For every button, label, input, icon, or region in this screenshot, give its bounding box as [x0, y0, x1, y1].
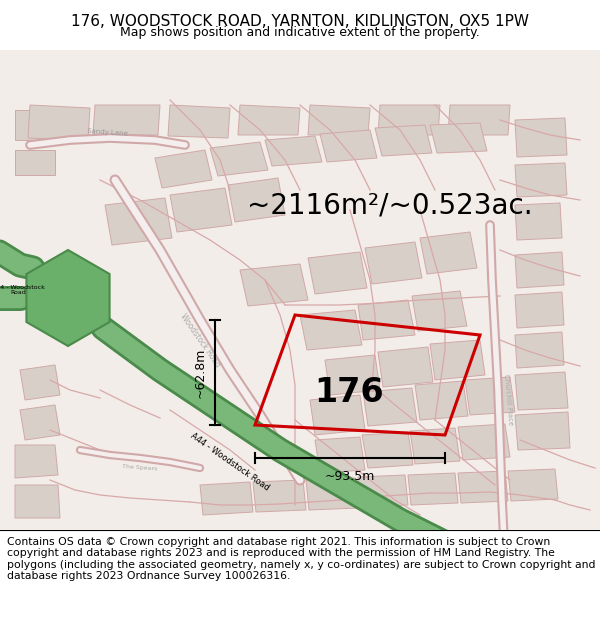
Polygon shape	[308, 105, 370, 135]
Text: A44 - Woodstock Road: A44 - Woodstock Road	[189, 431, 271, 492]
Polygon shape	[408, 473, 458, 505]
Polygon shape	[210, 142, 268, 176]
Polygon shape	[362, 432, 413, 468]
Polygon shape	[515, 292, 564, 328]
Text: Contains OS data © Crown copyright and database right 2021. This information is : Contains OS data © Crown copyright and d…	[7, 537, 596, 581]
Polygon shape	[375, 125, 432, 156]
Polygon shape	[508, 469, 558, 501]
Polygon shape	[515, 332, 564, 368]
Polygon shape	[308, 252, 367, 294]
Polygon shape	[458, 424, 510, 460]
Polygon shape	[412, 291, 467, 331]
Polygon shape	[93, 105, 160, 135]
Polygon shape	[415, 381, 468, 420]
Text: Woodstock Road: Woodstock Road	[178, 312, 222, 368]
Polygon shape	[168, 105, 230, 138]
Polygon shape	[378, 347, 433, 387]
Polygon shape	[430, 340, 485, 380]
Polygon shape	[228, 178, 285, 222]
Polygon shape	[515, 118, 567, 157]
Polygon shape	[448, 105, 510, 135]
Text: ~2116m²/~0.523ac.: ~2116m²/~0.523ac.	[247, 191, 533, 219]
Polygon shape	[515, 163, 567, 197]
Polygon shape	[265, 136, 322, 166]
Text: Map shows position and indicative extent of the property.: Map shows position and indicative extent…	[120, 26, 480, 39]
Polygon shape	[363, 388, 417, 426]
Polygon shape	[515, 372, 568, 410]
Polygon shape	[458, 471, 508, 503]
Text: ~62.8m: ~62.8m	[194, 348, 207, 398]
Text: Churchill Place: Churchill Place	[503, 374, 513, 426]
Polygon shape	[315, 437, 365, 473]
Polygon shape	[310, 395, 365, 435]
Polygon shape	[410, 428, 460, 464]
Polygon shape	[170, 188, 232, 232]
Polygon shape	[306, 478, 358, 510]
Polygon shape	[365, 242, 422, 284]
Polygon shape	[320, 130, 377, 162]
Polygon shape	[15, 110, 60, 140]
Polygon shape	[515, 252, 564, 288]
Polygon shape	[20, 405, 60, 440]
Text: Sandy Lane: Sandy Lane	[88, 127, 128, 136]
Polygon shape	[15, 485, 60, 518]
Text: ~93.5m: ~93.5m	[325, 470, 375, 483]
Polygon shape	[515, 412, 570, 450]
Polygon shape	[238, 105, 300, 135]
Polygon shape	[20, 365, 60, 400]
Polygon shape	[465, 377, 515, 415]
Polygon shape	[358, 475, 408, 507]
Polygon shape	[300, 310, 362, 350]
Polygon shape	[253, 480, 306, 512]
Polygon shape	[155, 150, 212, 188]
Text: The Spears: The Spears	[122, 464, 158, 472]
Text: 176, WOODSTOCK ROAD, YARNTON, KIDLINGTON, OX5 1PW: 176, WOODSTOCK ROAD, YARNTON, KIDLINGTON…	[71, 14, 529, 29]
Polygon shape	[26, 250, 110, 346]
Polygon shape	[15, 150, 55, 175]
Polygon shape	[105, 198, 172, 245]
Polygon shape	[325, 355, 380, 395]
Polygon shape	[515, 203, 562, 240]
Polygon shape	[358, 300, 415, 340]
Polygon shape	[200, 482, 253, 515]
Text: A44 - Woodstock
Road: A44 - Woodstock Road	[0, 284, 44, 296]
Polygon shape	[240, 264, 308, 306]
Polygon shape	[420, 232, 477, 274]
Polygon shape	[28, 105, 90, 140]
Polygon shape	[15, 445, 58, 478]
Polygon shape	[430, 123, 487, 153]
Text: 176: 176	[314, 376, 383, 409]
Polygon shape	[378, 105, 440, 135]
